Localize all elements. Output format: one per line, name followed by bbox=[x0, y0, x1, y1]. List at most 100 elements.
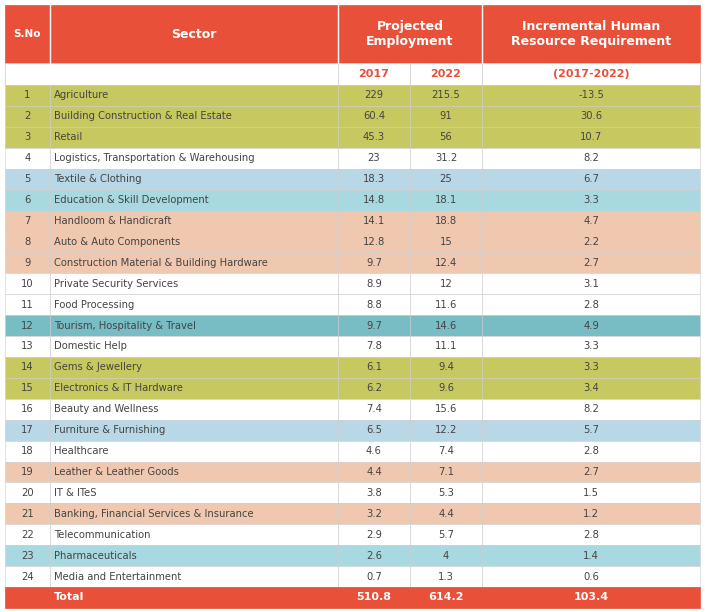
Text: 4: 4 bbox=[443, 551, 449, 561]
Bar bbox=[338, 147, 410, 169]
Bar bbox=[50, 211, 338, 231]
Text: 2: 2 bbox=[24, 111, 31, 121]
Text: Agriculture: Agriculture bbox=[54, 91, 109, 100]
Text: Sector: Sector bbox=[171, 28, 216, 40]
Bar bbox=[410, 357, 482, 378]
Bar bbox=[5, 336, 50, 357]
Bar bbox=[338, 482, 410, 503]
Bar bbox=[5, 211, 50, 231]
Text: 12.8: 12.8 bbox=[363, 237, 385, 247]
Bar bbox=[482, 566, 700, 587]
Bar bbox=[5, 378, 50, 399]
Text: 7.1: 7.1 bbox=[438, 467, 454, 477]
Text: Private Security Services: Private Security Services bbox=[54, 278, 178, 289]
Text: 24: 24 bbox=[21, 572, 34, 581]
Text: 14.1: 14.1 bbox=[363, 216, 385, 226]
Text: (2017-2022): (2017-2022) bbox=[553, 69, 630, 79]
Bar bbox=[410, 147, 482, 169]
Text: 9.7: 9.7 bbox=[366, 258, 382, 268]
Bar bbox=[482, 147, 700, 169]
Text: 12.4: 12.4 bbox=[435, 258, 457, 268]
Bar bbox=[338, 378, 410, 399]
Bar bbox=[410, 461, 482, 482]
Text: 1.5: 1.5 bbox=[583, 488, 599, 498]
Bar bbox=[338, 127, 410, 147]
Text: Beauty and Wellness: Beauty and Wellness bbox=[54, 404, 159, 414]
Bar bbox=[338, 85, 410, 106]
Bar bbox=[338, 441, 410, 461]
Bar bbox=[338, 211, 410, 231]
Bar bbox=[410, 566, 482, 587]
Bar bbox=[482, 357, 700, 378]
Text: Domestic Help: Domestic Help bbox=[54, 341, 127, 351]
Bar bbox=[338, 5, 482, 63]
Text: 8.2: 8.2 bbox=[583, 153, 599, 163]
Text: 215.5: 215.5 bbox=[431, 91, 460, 100]
Bar bbox=[410, 231, 482, 252]
Text: 5.3: 5.3 bbox=[438, 488, 454, 498]
Bar bbox=[482, 315, 700, 336]
Bar bbox=[410, 587, 482, 608]
Text: 17: 17 bbox=[21, 425, 34, 435]
Bar bbox=[482, 545, 700, 566]
Bar bbox=[50, 147, 338, 169]
Bar bbox=[50, 190, 338, 211]
Bar bbox=[50, 461, 338, 482]
Bar bbox=[50, 399, 338, 420]
Bar bbox=[5, 273, 50, 294]
Bar bbox=[482, 336, 700, 357]
Text: Total: Total bbox=[54, 592, 85, 602]
Bar bbox=[482, 399, 700, 420]
Text: 18.3: 18.3 bbox=[363, 174, 385, 184]
Text: Education & Skill Development: Education & Skill Development bbox=[54, 195, 209, 205]
Bar bbox=[338, 273, 410, 294]
Text: 614.2: 614.2 bbox=[428, 592, 464, 602]
Text: Auto & Auto Components: Auto & Auto Components bbox=[54, 237, 180, 247]
Text: 10.7: 10.7 bbox=[580, 132, 602, 143]
Bar bbox=[410, 336, 482, 357]
Bar bbox=[338, 357, 410, 378]
Bar bbox=[5, 85, 50, 106]
Bar bbox=[5, 524, 50, 545]
Bar bbox=[410, 482, 482, 503]
Text: 12: 12 bbox=[440, 278, 453, 289]
Text: 15: 15 bbox=[440, 237, 453, 247]
Bar bbox=[50, 273, 338, 294]
Bar bbox=[5, 127, 50, 147]
Bar bbox=[482, 524, 700, 545]
Bar bbox=[482, 378, 700, 399]
Bar bbox=[410, 315, 482, 336]
Bar bbox=[50, 357, 338, 378]
Bar bbox=[338, 461, 410, 482]
Text: 18.1: 18.1 bbox=[435, 195, 457, 205]
Bar bbox=[50, 315, 338, 336]
Bar bbox=[338, 545, 410, 566]
Text: 3.3: 3.3 bbox=[583, 195, 599, 205]
Bar bbox=[410, 378, 482, 399]
Text: 15: 15 bbox=[21, 383, 34, 394]
Text: 14.8: 14.8 bbox=[363, 195, 385, 205]
Text: 2.7: 2.7 bbox=[583, 258, 599, 268]
Bar bbox=[50, 169, 338, 190]
Bar bbox=[482, 211, 700, 231]
Text: 56: 56 bbox=[440, 132, 453, 143]
Text: Textile & Clothing: Textile & Clothing bbox=[54, 174, 142, 184]
Text: Banking, Financial Services & Insurance: Banking, Financial Services & Insurance bbox=[54, 509, 254, 519]
Text: 2.9: 2.9 bbox=[366, 530, 382, 540]
Text: -13.5: -13.5 bbox=[578, 91, 604, 100]
Bar bbox=[5, 399, 50, 420]
Text: 14.6: 14.6 bbox=[435, 321, 457, 330]
Text: 4.4: 4.4 bbox=[366, 467, 382, 477]
Bar bbox=[410, 273, 482, 294]
Bar bbox=[338, 252, 410, 273]
Bar bbox=[410, 503, 482, 524]
Text: Pharmaceuticals: Pharmaceuticals bbox=[54, 551, 137, 561]
Bar bbox=[410, 294, 482, 315]
Text: 8.9: 8.9 bbox=[366, 278, 382, 289]
Text: 4.9: 4.9 bbox=[583, 321, 599, 330]
Text: 8.8: 8.8 bbox=[366, 300, 382, 310]
Text: 7.4: 7.4 bbox=[438, 446, 454, 456]
Bar bbox=[50, 85, 338, 106]
Bar bbox=[5, 147, 50, 169]
Bar bbox=[338, 587, 410, 608]
